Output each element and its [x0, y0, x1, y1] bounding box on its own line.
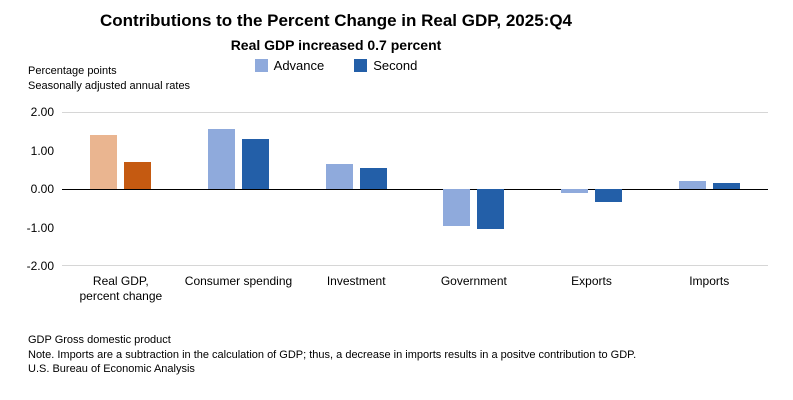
legend: Advance Second — [0, 58, 672, 73]
category-label: Real GDP, percent change — [79, 274, 163, 303]
footnote-source: U.S. Bureau of Economic Analysis — [28, 363, 195, 375]
bar-advance-category-2 — [325, 163, 353, 189]
axis-units-line1: Percentage points — [28, 65, 117, 77]
bar-second-category-3 — [477, 189, 505, 230]
axis-units-note: Percentage points Seasonally adjusted an… — [28, 64, 190, 94]
bar-advance-category-1 — [208, 129, 235, 189]
category-label: Government — [440, 274, 507, 288]
category-label: Imports — [689, 274, 730, 288]
footnote-imports-note: Note. Imports are a subtraction in the c… — [28, 348, 637, 361]
category-label: Consumer spending — [184, 274, 293, 288]
gridline — [62, 265, 768, 266]
bar-advance-category-5 — [678, 181, 706, 189]
bar-second-category-5 — [712, 183, 740, 189]
y-tick-label: 2.00 — [30, 105, 54, 119]
zero-axis-line — [62, 189, 768, 190]
y-tick-label: 1.00 — [30, 143, 54, 158]
footnotes: GDP Gross domestic product Note. Imports… — [28, 333, 636, 377]
legend-item-second: Second — [354, 58, 417, 73]
bar-second-category-0 — [124, 162, 152, 189]
category-label: Exports — [571, 274, 612, 288]
legend-swatch-advance — [254, 59, 268, 72]
chart-subtitle: Real GDP increased 0.7 percent — [230, 37, 442, 53]
x-axis-category-labels: Real GDP, percent change Consumer spendin… — [62, 274, 768, 304]
gridline — [62, 112, 768, 113]
axis-units-line2: Seasonally adjusted annual rates — [28, 80, 191, 92]
bar-second-category-4 — [595, 189, 622, 203]
bar-advance-category-4 — [561, 189, 588, 193]
legend-label: Second — [373, 58, 418, 73]
legend-swatch-second — [354, 59, 368, 72]
y-tick-label: -1.00 — [26, 220, 54, 235]
plot-area — [62, 112, 768, 266]
category-label: Investment — [326, 274, 386, 288]
y-tick-label: 0.00 — [30, 182, 54, 196]
bar-second-category-2 — [359, 167, 387, 189]
footnote-gdp-definition: GDP Gross domestic product — [28, 334, 171, 346]
chart-title: Contributions to the Percent Change in R… — [100, 11, 572, 30]
bar-second-category-1 — [242, 138, 269, 189]
legend-item-advance: Advance — [254, 58, 325, 73]
y-axis-tick-labels: 2.00 1.00 0.00 -1.00 -2.00 — [0, 105, 54, 273]
legend-label: Advance — [273, 58, 325, 73]
y-tick-label: -2.00 — [26, 259, 54, 273]
bar-advance-category-3 — [443, 189, 471, 226]
bar-advance-category-0 — [90, 135, 118, 189]
